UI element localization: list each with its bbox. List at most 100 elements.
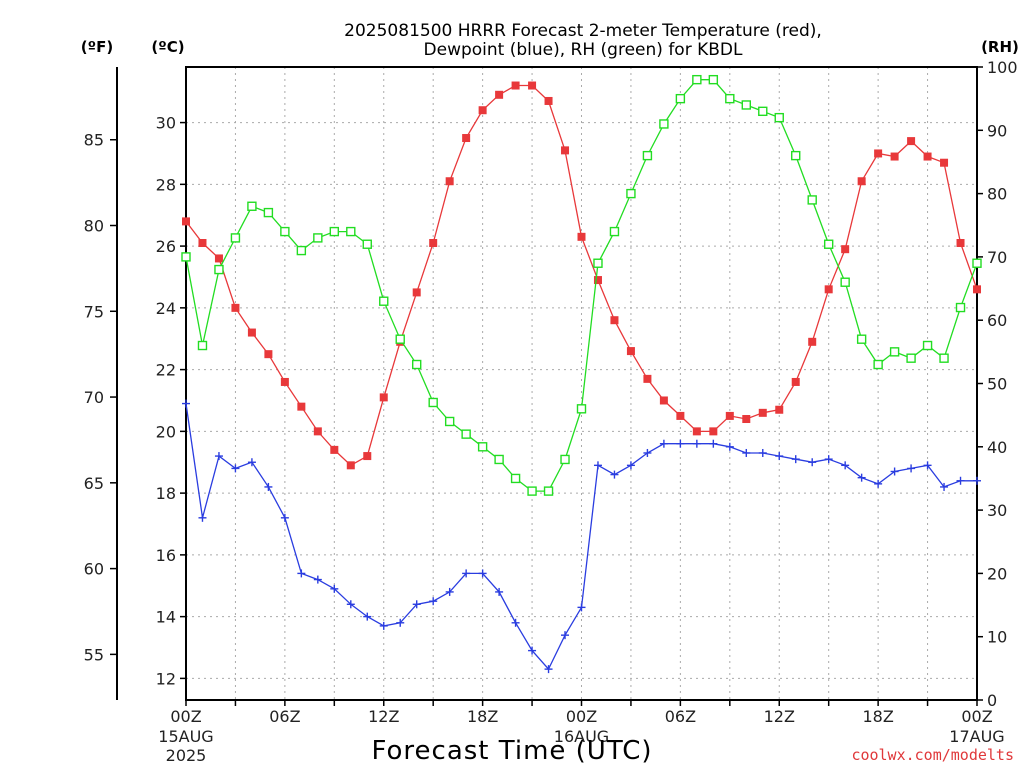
dewpoint-point — [824, 455, 833, 464]
temperature-point — [264, 350, 273, 359]
dewpoint-point — [330, 584, 339, 593]
celsius-tick-label: 14 — [156, 608, 176, 627]
temperature-point — [676, 411, 685, 420]
temperature-point — [231, 303, 240, 312]
dewpoint-point — [528, 646, 537, 655]
dewpoint-point — [511, 618, 520, 627]
rh-point — [642, 150, 653, 161]
dewpoint-point — [857, 473, 866, 482]
rh-point — [543, 486, 554, 496]
chart-title-line-2: Dewpoint (blue), RH (green) for KBDL — [424, 40, 743, 60]
rh-point — [247, 201, 257, 211]
x-tick-label: 18Z — [467, 707, 498, 726]
temperature-point — [775, 405, 784, 414]
dewpoint-point — [379, 621, 388, 630]
rh-point — [593, 258, 603, 268]
dewpoint-point — [593, 461, 602, 470]
rh-point — [362, 239, 372, 249]
temperature-point — [198, 239, 207, 248]
dewpoint-point — [626, 461, 635, 470]
rh-point — [280, 226, 290, 237]
temperature-point — [824, 285, 833, 294]
dewpoint-point — [264, 482, 273, 491]
celsius-tick-label: 12 — [156, 669, 176, 688]
dewpoint-point — [544, 665, 553, 674]
rh-tick-label: 90 — [987, 121, 1007, 140]
rh-point — [527, 486, 537, 496]
dewpoint-point — [462, 569, 471, 578]
dewpoint-point — [429, 597, 438, 606]
rh-line — [185, 79, 978, 492]
fahrenheit-tick-label: 60 — [84, 560, 104, 579]
dewpoint-point — [214, 452, 223, 461]
temperature-point — [643, 374, 652, 383]
rh-point — [708, 74, 719, 85]
dewpoint-point — [198, 513, 207, 522]
temperature-point — [907, 137, 916, 146]
dewpoint-point — [742, 448, 751, 457]
temperature-point — [528, 81, 537, 90]
dewpoint-point — [363, 612, 372, 621]
temperature-point — [857, 177, 866, 186]
dewpoint-point — [445, 587, 454, 596]
temperature-point — [511, 81, 520, 90]
dewpoint-point — [791, 455, 800, 464]
rh-tick-label: 20 — [987, 564, 1007, 583]
celsius-tick-label: 16 — [156, 546, 176, 565]
rh-point — [346, 226, 356, 237]
celsius-tick-label: 30 — [156, 114, 176, 133]
temperature-point — [280, 377, 289, 386]
dewpoint-point — [182, 399, 190, 408]
celsius-tick-label: 22 — [156, 361, 176, 380]
dewpoint-point — [346, 600, 355, 609]
temperature-point — [379, 393, 388, 402]
dewpoint-point — [775, 452, 784, 461]
rh-point — [197, 340, 208, 351]
temperature-point — [297, 402, 306, 411]
temperature-point — [313, 427, 322, 436]
rh-tick-label: 30 — [987, 501, 1007, 520]
rh-tick-label: 60 — [987, 311, 1007, 330]
rh-point — [444, 416, 455, 427]
fahrenheit-tick-label: 55 — [84, 645, 104, 664]
rh-point — [972, 258, 982, 268]
rh-point — [774, 112, 784, 123]
temperature-point — [445, 177, 454, 186]
rh-tick-label: 50 — [987, 375, 1007, 394]
temperature-point — [247, 328, 256, 337]
rh-point — [560, 454, 570, 465]
x-tick-date: 16AUG — [554, 727, 609, 746]
rh-tick-label: 70 — [987, 248, 1007, 267]
temperature-point — [462, 134, 471, 143]
temperature-point — [593, 276, 602, 285]
celsius-tick-label: 18 — [156, 484, 176, 503]
fahrenheit-tick-label: 80 — [84, 217, 104, 236]
x-tick-label: 12Z — [764, 707, 795, 726]
rh-point — [494, 454, 504, 465]
temperature-point — [874, 149, 883, 158]
rh-point — [791, 150, 801, 161]
rh-point — [725, 93, 735, 104]
fahrenheit-tick-label: 70 — [84, 388, 104, 407]
fahrenheit-unit-label: (ºF) — [81, 38, 113, 56]
dewpoint-point — [907, 464, 916, 473]
temperature-point — [791, 377, 800, 386]
series-layer — [181, 74, 982, 674]
dewpoint-point — [890, 467, 899, 476]
rh-point — [889, 347, 900, 357]
rh-point — [840, 277, 850, 287]
rh-point — [626, 188, 636, 199]
temperature-point — [725, 411, 734, 420]
rh-point — [906, 353, 916, 363]
x-tick-label: 00Z — [566, 707, 597, 726]
dewpoint-point — [973, 476, 981, 485]
temperature-point — [692, 427, 701, 436]
dewpoint-point — [412, 600, 421, 609]
rh-point — [758, 106, 768, 117]
temperature-point — [214, 254, 223, 263]
x-tick-label: 12Z — [368, 707, 399, 726]
chart-title-line-1: 2025081500 HRRR Forecast 2-meter Tempera… — [344, 21, 822, 41]
rh-tick-label: 40 — [987, 438, 1007, 457]
temperature-point — [577, 232, 586, 241]
